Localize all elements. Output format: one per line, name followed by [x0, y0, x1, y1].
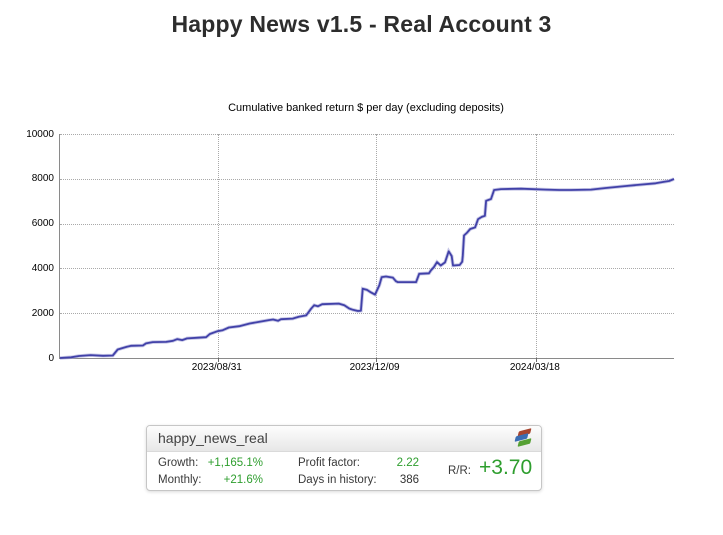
x-axis-tick — [535, 358, 537, 362]
gridline-horizontal — [60, 268, 674, 270]
y-axis-label: 2000 — [31, 307, 54, 319]
y-axis-label: 4000 — [31, 262, 54, 274]
gridline-horizontal — [60, 178, 674, 180]
days-in-history-label: Days in history: — [298, 474, 377, 486]
y-axis-label: 10000 — [26, 128, 54, 140]
profit-factor-label: Profit factor: — [298, 457, 360, 469]
myfxbook-logo-icon — [512, 428, 534, 448]
gridline-vertical — [375, 134, 377, 358]
rr-value: +3.70 — [479, 456, 533, 479]
page-title: Happy News v1.5 - Real Account 3 — [171, 11, 552, 37]
x-axis-label: 2023/12/09 — [349, 362, 400, 373]
gridline-horizontal — [60, 134, 674, 135]
y-axis-label: 0 — [48, 352, 54, 364]
account-name: happy_news_real — [158, 430, 268, 446]
x-axis-tick — [217, 358, 219, 362]
stats-card-body: Growth: +1,165.1% Monthly: +21.6% Profit… — [147, 452, 541, 489]
monthly-value: +21.6% — [223, 474, 263, 486]
return-line-series — [59, 177, 675, 360]
stats-widget-card[interactable]: happy_news_real Growth: +1,165.1% Monthl… — [146, 425, 542, 491]
y-axis-label: 8000 — [31, 173, 54, 185]
stats-card-header: happy_news_real — [147, 426, 541, 452]
y-axis-label: 6000 — [31, 218, 54, 230]
profit-factor-value: 2.22 — [396, 457, 419, 469]
days-in-history-value: 386 — [399, 474, 419, 486]
chart-title: Cumulative banked return $ per day (excl… — [228, 102, 504, 114]
gridline-vertical — [535, 134, 537, 358]
gridline-horizontal — [60, 223, 674, 225]
rr-label: R/R: — [448, 465, 471, 477]
growth-value: +1,165.1% — [207, 457, 263, 469]
gridline-vertical — [217, 134, 219, 358]
gridline-horizontal — [60, 313, 674, 315]
monthly-label: Monthly: — [158, 474, 202, 486]
growth-label: Growth: — [158, 457, 199, 469]
plot-area — [59, 134, 675, 362]
x-axis-label: 2024/03/18 — [509, 362, 560, 373]
x-axis-label: 2023/08/31 — [191, 362, 242, 373]
x-axis-tick — [375, 358, 377, 362]
